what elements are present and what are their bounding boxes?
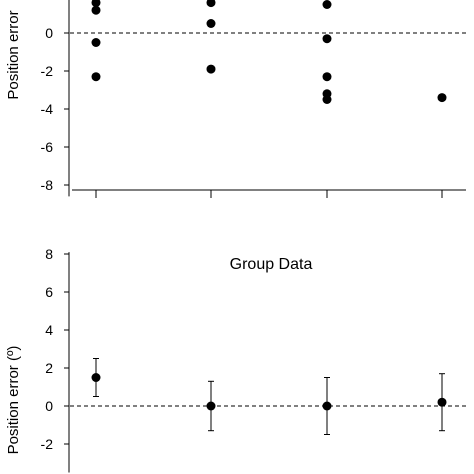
data-point — [322, 0, 332, 9]
y-tick-label: 6 — [45, 284, 53, 300]
individual-axes — [68, 0, 466, 197]
data-point — [91, 5, 101, 15]
individual-y-axis-label: Position error — [5, 10, 22, 99]
group-data-panel: 8 6 4 2 0 -2 Group Data Position error (º) — [5, 246, 466, 473]
individual-data-panel: 0 -2 -4 -6 -8 Position error — [5, 0, 466, 198]
data-point — [437, 397, 447, 407]
data-point — [322, 72, 332, 82]
group-ticks: 8 6 4 2 0 -2 — [41, 246, 69, 452]
data-point — [322, 34, 332, 44]
group-chart-title: Group Data — [230, 256, 313, 273]
data-point — [206, 64, 216, 74]
data-point — [322, 401, 332, 411]
data-point — [91, 0, 101, 8]
data-point — [322, 95, 332, 104]
group-y-axis-label: Position error (º) — [5, 346, 22, 455]
data-point — [91, 373, 101, 382]
data-point — [91, 72, 101, 82]
individual-data-marks — [91, 0, 447, 104]
y-tick-label: -6 — [41, 139, 54, 155]
y-tick-label: 8 — [45, 246, 53, 262]
data-point — [206, 0, 216, 8]
data-point — [206, 19, 216, 28]
group-axes — [68, 252, 466, 473]
group-data-marks — [91, 358, 447, 435]
y-tick-label: 0 — [45, 398, 53, 414]
data-point — [206, 401, 216, 411]
data-point — [437, 93, 447, 103]
y-tick-label: 4 — [45, 322, 53, 338]
y-tick-label: -2 — [41, 63, 54, 79]
y-tick-label: -8 — [41, 177, 54, 193]
y-tick-label: -2 — [41, 436, 54, 452]
y-tick-label: 2 — [45, 360, 53, 376]
y-tick-label: -4 — [41, 101, 54, 117]
data-point — [91, 38, 101, 47]
y-tick-label: 0 — [45, 25, 53, 41]
individual-ticks: 0 -2 -4 -6 -8 — [41, 25, 443, 198]
